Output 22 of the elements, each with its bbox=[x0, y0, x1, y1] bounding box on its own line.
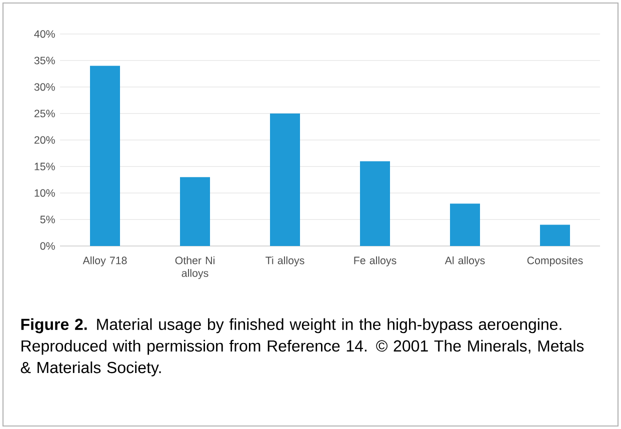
y-tick-label: 35% bbox=[34, 56, 55, 64]
y-tick-label: 20% bbox=[34, 136, 55, 144]
y-tick-label: 30% bbox=[34, 83, 55, 91]
x-tick-label: Composites bbox=[527, 256, 583, 266]
x-tick-label: Alloy 718 bbox=[82, 256, 127, 266]
y-tick-label: 5% bbox=[40, 216, 55, 224]
text: Figure 2. Material usage by finished weight in the high-bypass aeroengine. Reproduced with permission from Reference 14. © 2001 The Minerals, Metals & Materials Society. bbox=[20, 318, 584, 376]
y-tick-label: 15% bbox=[34, 162, 55, 170]
x-tick-label: Fe alloys bbox=[354, 256, 396, 266]
bar bbox=[450, 204, 480, 246]
y-tick-label: 10% bbox=[34, 189, 55, 197]
x-tick-label: Ti alloys bbox=[266, 256, 304, 266]
bar bbox=[180, 177, 210, 246]
y-tick-label: 40% bbox=[34, 30, 55, 38]
y-tick-label: 0% bbox=[40, 242, 55, 250]
bar bbox=[360, 161, 390, 246]
x-tick-label: Other Ni alloys bbox=[175, 256, 214, 280]
y-tick-label: 25% bbox=[34, 110, 55, 118]
x-tick-label: Al alloys bbox=[444, 256, 485, 266]
bar bbox=[540, 224, 570, 246]
bar bbox=[90, 66, 120, 246]
bar bbox=[270, 114, 300, 246]
